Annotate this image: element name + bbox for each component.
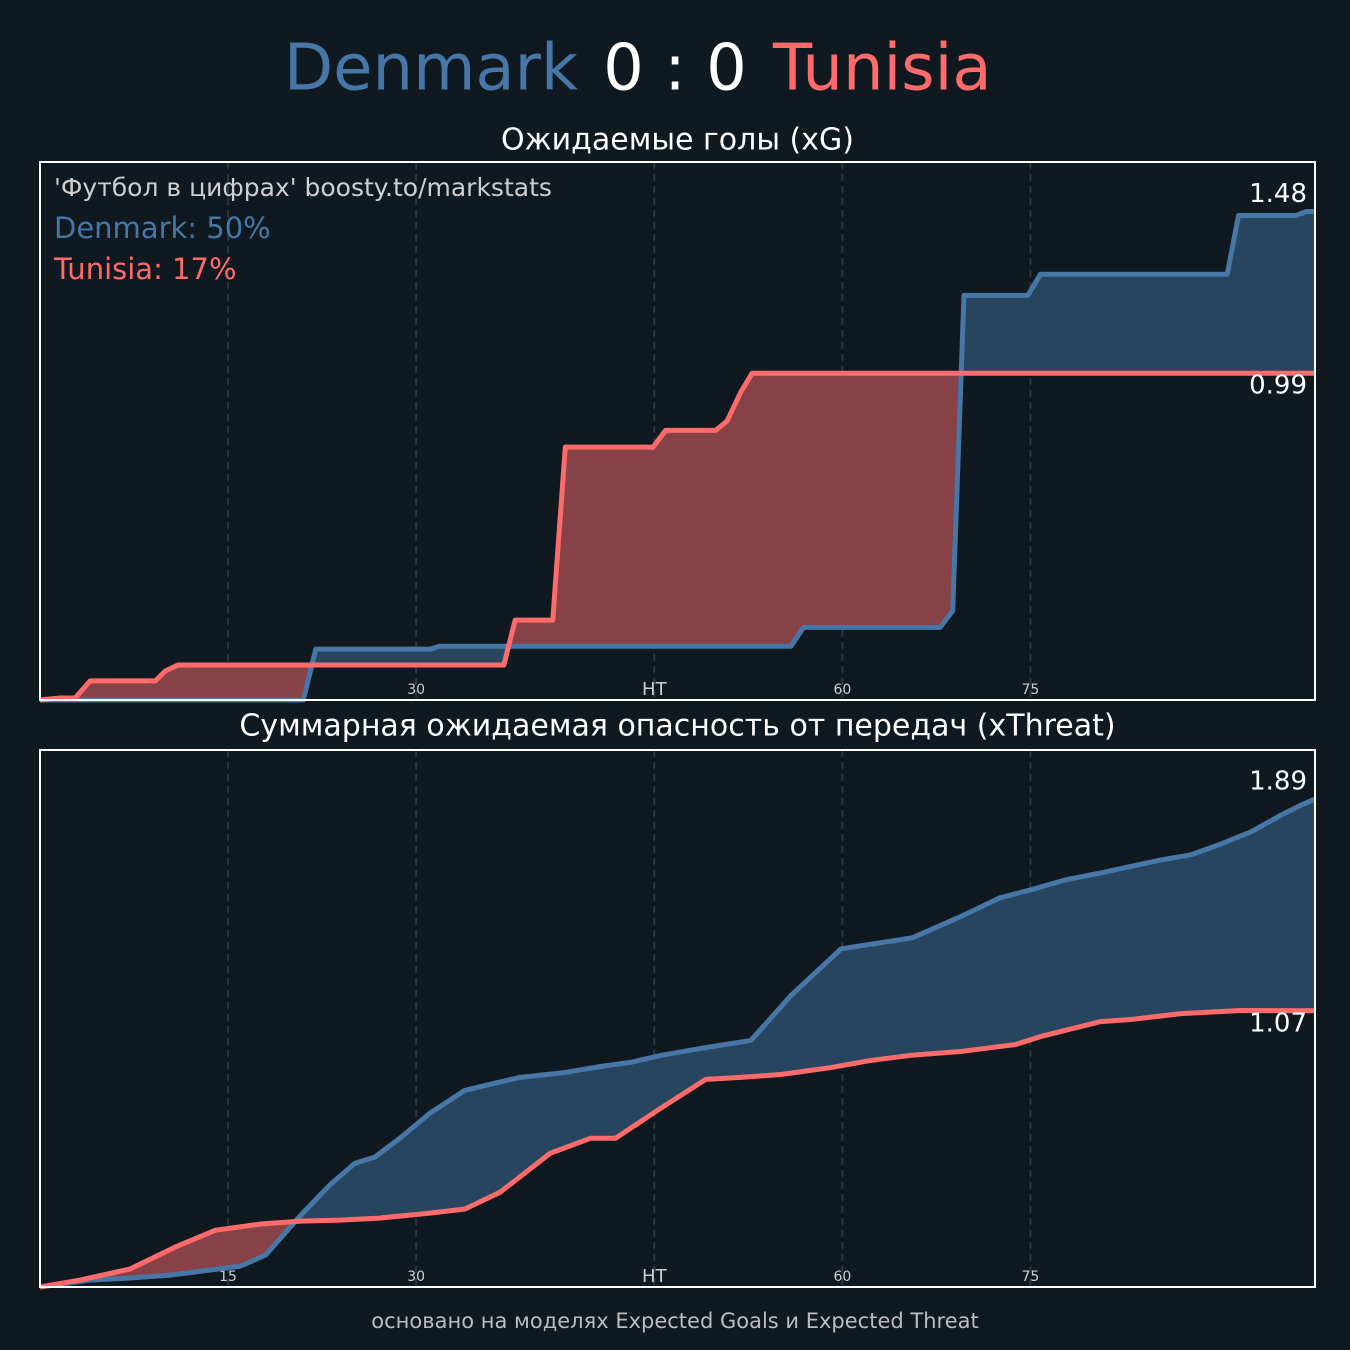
annotation: Denmark: 50% bbox=[54, 211, 271, 245]
series-line bbox=[40, 209, 1315, 703]
plot-frame bbox=[39, 161, 1316, 701]
footer: основано на моделях Expected Goals и Exp… bbox=[371, 1309, 978, 1333]
series-line bbox=[39, 1008, 1316, 1290]
end-value-label: 1.07 bbox=[1249, 1008, 1307, 1038]
score: 0 : 0 bbox=[603, 32, 747, 106]
x-tick-label: 30 bbox=[407, 1269, 425, 1285]
annotation: Tunisia: 17% bbox=[53, 252, 237, 286]
away-team: Tunisia bbox=[772, 32, 992, 106]
x-tick-label: 75 bbox=[1021, 1269, 1039, 1285]
end-value-label: 1.89 bbox=[1249, 767, 1307, 797]
x-tick-label: 75 bbox=[1021, 682, 1039, 698]
x-tick-label: 60 bbox=[833, 682, 851, 698]
x-tick-label: HT bbox=[642, 679, 668, 700]
plot-frame bbox=[39, 749, 1316, 1288]
series-line bbox=[39, 370, 1315, 703]
chart-title: Ожидаемые голы (xG) bbox=[501, 123, 854, 158]
x-tick-label: HT bbox=[642, 1266, 668, 1287]
home-team: Denmark bbox=[284, 32, 578, 106]
end-value-label: 0.99 bbox=[1249, 371, 1307, 401]
annotation: 'Футбол в цифрах' boosty.to/markstats bbox=[54, 173, 552, 202]
x-tick-label: 30 bbox=[407, 682, 425, 698]
chart-title: Суммарная ожидаемая опасность от передач… bbox=[239, 709, 1115, 744]
x-tick-label: 15 bbox=[219, 1269, 237, 1285]
area-between bbox=[40, 799, 1315, 1287]
end-value-label: 1.48 bbox=[1249, 179, 1307, 209]
series-line bbox=[39, 796, 1316, 1290]
x-tick-label: 60 bbox=[833, 1269, 851, 1285]
